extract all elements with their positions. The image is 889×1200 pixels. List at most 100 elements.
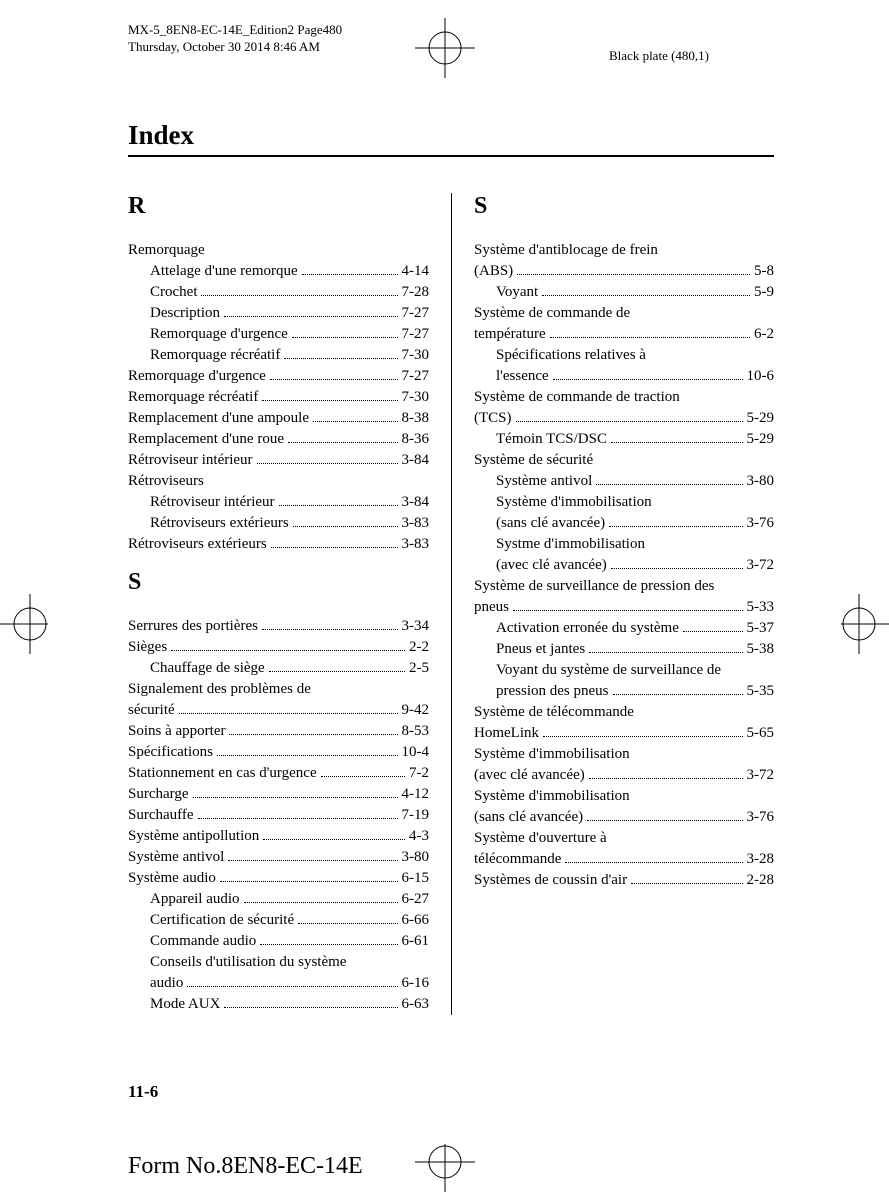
entry-label: Système de commande de traction	[474, 387, 680, 408]
entry-label: Soins à apporter	[128, 721, 225, 742]
entry-label: (avec clé avancée)	[496, 555, 607, 576]
entry-label: Remplacement d'une ampoule	[128, 408, 309, 429]
entry-label: Rétroviseur intérieur	[150, 492, 275, 513]
index-entry: Certification de sécurité6-66	[128, 910, 429, 931]
entry-label: Système de surveillance de pression des	[474, 576, 714, 597]
crop-mark-bottom-icon	[415, 1144, 475, 1192]
entry-page: 2-2	[409, 637, 429, 658]
leader-dots	[198, 818, 398, 819]
index-entry: Système antivol3-80	[474, 471, 774, 492]
index-entry: Système d'ouverture à	[474, 828, 774, 849]
entry-label: Remorquage d'urgence	[128, 366, 266, 387]
entry-page: 5-33	[747, 597, 775, 618]
entry-label: Certification de sécurité	[150, 910, 294, 931]
entry-label: Système de commande de	[474, 303, 630, 324]
index-entry: (sans clé avancée)3-76	[474, 513, 774, 534]
leader-dots	[565, 862, 742, 863]
index-entry: Sièges2-2	[128, 637, 429, 658]
entry-page: 7-27	[402, 324, 430, 345]
entry-page: 3-80	[402, 847, 430, 868]
leader-dots	[587, 820, 742, 821]
section-letter-r: R	[128, 193, 429, 220]
entry-page: 3-83	[402, 513, 430, 534]
index-entry: Système de commande de traction	[474, 387, 774, 408]
index-entry: Surcharge4-12	[128, 784, 429, 805]
entry-label: (sans clé avancée)	[474, 807, 583, 828]
entry-label: Système d'antiblocage de frein	[474, 240, 658, 261]
entry-page: 7-19	[402, 805, 430, 826]
index-entry: Système audio6-15	[128, 868, 429, 889]
entry-label: Système d'ouverture à	[474, 828, 607, 849]
leader-dots	[609, 526, 742, 527]
entry-page: 5-8	[754, 261, 774, 282]
index-entry: Conseils d'utilisation du système	[128, 952, 429, 973]
entry-label: Rétroviseurs	[128, 471, 204, 492]
entry-page: 2-5	[409, 658, 429, 679]
entry-page: 7-30	[402, 387, 430, 408]
entry-page: 10-6	[747, 366, 775, 387]
entry-label: Commande audio	[150, 931, 256, 952]
entry-label: pneus	[474, 597, 509, 618]
leader-dots	[292, 337, 398, 338]
index-entry: Système d'antiblocage de frein	[474, 240, 774, 261]
entry-label: Système antipollution	[128, 826, 259, 847]
entry-page: 5-29	[747, 429, 775, 450]
entry-label: pression des pneus	[496, 681, 609, 702]
leader-dots	[269, 671, 405, 672]
entry-label: (TCS)	[474, 408, 512, 429]
entry-label: audio	[150, 973, 183, 994]
leader-dots	[260, 944, 397, 945]
entry-page: 3-72	[747, 765, 775, 786]
index-entry: Remorquage récréatif7-30	[128, 345, 429, 366]
entry-page: 3-76	[747, 513, 775, 534]
crop-mark-top-icon	[415, 18, 475, 78]
index-entry: Système d'immobilisation	[474, 492, 774, 513]
index-entry: Systme d'immobilisation	[474, 534, 774, 555]
index-entry: (avec clé avancée)3-72	[474, 765, 774, 786]
index-entry: Serrures des portières3-34	[128, 616, 429, 637]
entry-label: Système d'immobilisation	[474, 786, 630, 807]
leader-dots	[270, 379, 398, 380]
leader-dots	[224, 1007, 397, 1008]
entry-label: Mode AUX	[150, 994, 220, 1015]
leader-dots	[284, 358, 397, 359]
entry-label: HomeLink	[474, 723, 539, 744]
leader-dots	[262, 629, 398, 630]
entry-label: Conseils d'utilisation du système	[150, 952, 346, 973]
leader-dots	[543, 736, 743, 737]
leader-dots	[179, 713, 398, 714]
entry-label: l'essence	[496, 366, 549, 387]
entry-page: 5-9	[754, 282, 774, 303]
index-entry: Système de surveillance de pression des	[474, 576, 774, 597]
leader-dots	[298, 923, 397, 924]
entry-page: 8-53	[402, 721, 430, 742]
form-number: Form No.8EN8-EC-14E	[128, 1153, 363, 1180]
index-entry: Spécifications relatives à	[474, 345, 774, 366]
entry-label: Système de télécommande	[474, 702, 634, 723]
leader-dots	[244, 902, 398, 903]
index-entry: Systèmes de coussin d'air2-28	[474, 870, 774, 891]
index-entry: Stationnement en cas d'urgence7-2	[128, 763, 429, 784]
leader-dots	[613, 694, 743, 695]
index-entry: Soins à apporter 8-53	[128, 721, 429, 742]
leader-dots	[611, 568, 743, 569]
entry-label: température	[474, 324, 546, 345]
entry-label: Signalement des problèmes de	[128, 679, 311, 700]
index-entry: Spécifications10-4	[128, 742, 429, 763]
entry-label: Système antivol	[496, 471, 592, 492]
entry-label: Système de sécurité	[474, 450, 593, 471]
index-entry: Attelage d'une remorque4-14	[128, 261, 429, 282]
leader-dots	[171, 650, 405, 651]
entry-page: 7-30	[402, 345, 430, 366]
entry-label: Système audio	[128, 868, 216, 889]
left-column: R RemorquageAttelage d'une remorque4-14C…	[128, 193, 451, 1015]
index-entry: Pneus et jantes5-38	[474, 639, 774, 660]
leader-dots	[229, 734, 397, 735]
index-entry: Mode AUX6-63	[128, 994, 429, 1015]
entries-s-left: Serrures des portières3-34Sièges2-2Chauf…	[128, 616, 429, 1015]
entry-page: 3-72	[747, 555, 775, 576]
leader-dots	[201, 295, 397, 296]
index-entry: Système de commande de	[474, 303, 774, 324]
entry-label: Surchauffe	[128, 805, 194, 826]
index-entry: Système d'immobilisation	[474, 786, 774, 807]
